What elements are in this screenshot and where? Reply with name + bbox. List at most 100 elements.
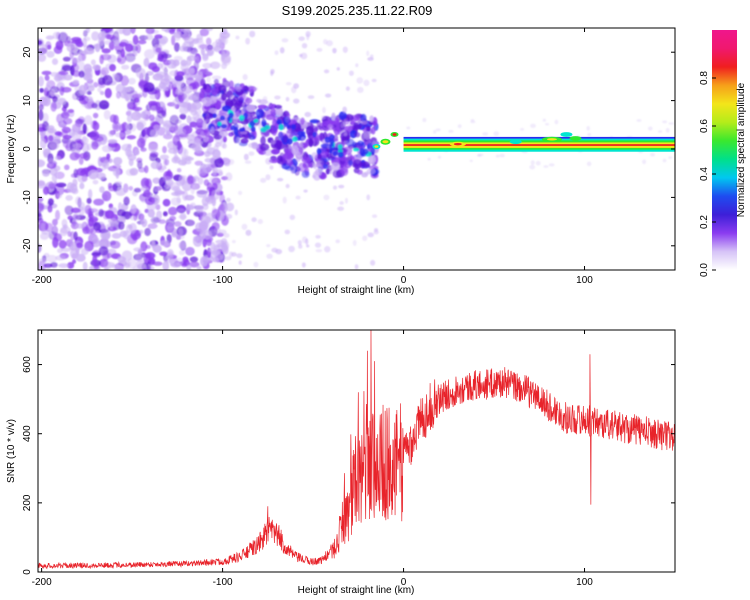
spectrogram-cell — [212, 149, 221, 159]
spectrogram-cell — [147, 209, 155, 218]
spectrogram-cell — [92, 112, 99, 119]
spectrogram-cell — [156, 110, 167, 119]
spectrogram-cell — [329, 142, 334, 147]
spectrogram-cell — [57, 32, 69, 43]
spectrogram-cell — [270, 108, 277, 117]
spectrogram-cell — [221, 105, 232, 112]
spectrogram-cell — [306, 244, 310, 248]
spectrogram-cell — [174, 42, 180, 52]
spectrogram-cell — [134, 97, 140, 103]
spectrogram-cell — [177, 128, 187, 136]
spectrogram-cell — [69, 242, 74, 250]
colorbar-ticks: 0.0 0.2 0.4 0.6 0.8 — [699, 71, 716, 277]
spectrogram-cell — [323, 69, 330, 74]
spectrogram-cell — [82, 123, 87, 134]
spectrogram-cell — [213, 158, 225, 168]
spectrogram-cell — [143, 189, 151, 198]
spectrogram-cell — [59, 86, 65, 96]
spectrogram-cell — [148, 100, 158, 106]
spectrogram-cell — [122, 86, 128, 96]
spectrogram-cell — [51, 58, 59, 66]
spectrogram-cell — [648, 126, 653, 131]
spectrogram-cell — [298, 143, 304, 148]
spectrogram-cell — [83, 30, 88, 38]
spectrogram-cell — [126, 135, 137, 140]
snr-y-tick-label: 0 — [22, 569, 33, 575]
spectrogram-cell — [108, 41, 116, 50]
spectrogram-cell — [93, 81, 99, 88]
colorbar-gradient — [712, 30, 737, 270]
spectrogram-cell — [168, 251, 173, 258]
spectrogram-cell — [128, 158, 134, 167]
spectrogram-cell — [96, 172, 106, 180]
spectrogram-cell — [305, 122, 311, 127]
spectrogram-cell — [183, 85, 193, 94]
spectrogram-cell — [159, 154, 170, 160]
spectrogram-cell — [636, 119, 642, 122]
spectrogram-cell — [270, 139, 277, 145]
spectrogram-cell — [75, 118, 85, 125]
spectrogram-cell — [74, 223, 85, 229]
spectrogram-cell — [288, 245, 295, 253]
spectrogram-cell — [69, 248, 79, 259]
spectrogram-cell — [326, 119, 333, 126]
spectrogram-cell — [81, 89, 88, 95]
spectrogram-cell — [257, 219, 263, 225]
spectrogram-cell — [144, 49, 155, 60]
spectrogram-cell — [206, 196, 214, 205]
spectrogram-cell — [204, 118, 211, 123]
spectrogram-cell — [265, 157, 272, 165]
spectrogram-cell — [332, 150, 338, 157]
spectrogram-cell — [221, 92, 227, 101]
spectrogram-cell — [133, 247, 143, 252]
spectrogram-cell — [422, 117, 427, 123]
spectrogram-cell — [120, 75, 129, 87]
spectrogram-cell — [135, 150, 140, 156]
snr-plot-area — [38, 330, 675, 572]
spectrogram-cell — [86, 90, 92, 95]
spectrogram-cell — [79, 152, 89, 159]
spectrogram-cell — [166, 233, 172, 244]
spectrogram-cell — [196, 265, 202, 270]
spectrogram-cell — [270, 70, 274, 76]
spectrogram-cell — [225, 172, 233, 181]
spectrogram-cell — [224, 256, 232, 261]
spectrogram-cell — [108, 130, 115, 137]
spectrogram-cell — [259, 143, 270, 151]
spectrogram-cell — [260, 117, 266, 122]
spectrogram-cell — [448, 129, 454, 133]
spectrogram-cell — [44, 222, 54, 232]
spectrogram-cell — [38, 243, 42, 253]
spectrogram-cell — [337, 151, 344, 158]
spectrogram-cell — [281, 38, 289, 43]
spectrogram-cell — [125, 96, 130, 102]
spectrogram-cell — [126, 114, 133, 123]
spectrogram-cell — [107, 139, 118, 144]
spectrogram-cell — [215, 100, 222, 110]
spectrogram-x-ticks: -200 -100 0 100 — [32, 28, 593, 286]
spectrogram-cell — [72, 70, 81, 77]
spectrogram-cell — [535, 160, 541, 166]
spectrogram-cell — [104, 87, 112, 99]
spectrogram-x-tick-label: 0 — [401, 275, 407, 286]
spectrogram-cell — [339, 201, 344, 205]
spectrogram-cell — [66, 182, 75, 193]
spectrogram-cell — [55, 182, 67, 188]
spectrogram-cell — [196, 142, 202, 148]
spectrogram-cell — [130, 28, 136, 34]
spectrogram-cell — [294, 165, 301, 170]
spectrogram-cell — [278, 161, 283, 169]
spectrogram-cell — [301, 262, 306, 268]
spectrogram-cell — [337, 206, 345, 211]
spectrogram-cell — [60, 111, 70, 119]
spectrogram-cell — [193, 175, 200, 180]
spectrogram-cell — [335, 239, 341, 244]
spectrogram-cell — [347, 159, 353, 166]
spectrogram-cell — [189, 256, 199, 263]
spectrogram-cell — [100, 67, 110, 76]
spectrogram-cell — [88, 211, 94, 217]
spectrogram-cell — [265, 174, 271, 181]
spectrogram-cell — [406, 126, 411, 130]
spectrogram-cell — [169, 114, 179, 126]
spectrogram-cell — [305, 125, 314, 136]
